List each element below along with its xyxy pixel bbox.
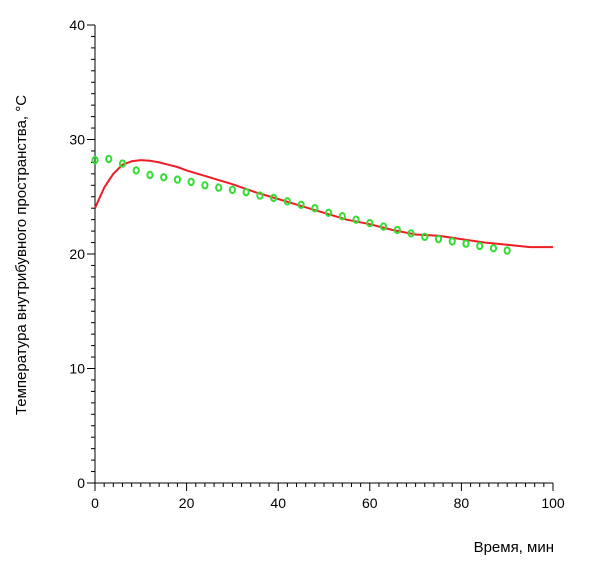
data-point <box>338 212 346 221</box>
data-point <box>421 232 429 242</box>
data-point <box>160 173 168 182</box>
data-point <box>379 222 388 231</box>
data-point <box>132 166 140 175</box>
data-point <box>407 229 415 238</box>
data-point <box>448 237 456 246</box>
y-tick-label: 10 <box>69 361 85 377</box>
data-point <box>366 218 374 228</box>
x-tick-label: 0 <box>91 495 99 511</box>
x-axis-title: Время, мин <box>474 539 554 556</box>
x-tick-label: 100 <box>541 495 565 511</box>
data-point <box>105 154 113 164</box>
data-point <box>187 177 195 187</box>
x-tick-label: 40 <box>270 495 286 511</box>
y-tick-label: 30 <box>69 132 85 148</box>
data-point <box>173 175 182 184</box>
data-point <box>242 187 250 197</box>
plot-series <box>91 154 553 255</box>
data-point <box>393 225 401 235</box>
data-point <box>146 170 154 180</box>
data-point <box>118 159 127 168</box>
y-tick-label: 40 <box>69 17 85 33</box>
data-point <box>270 193 278 203</box>
data-point <box>503 246 511 255</box>
x-axis: 0 20 40 60 80 100 <box>91 482 565 511</box>
data-point <box>434 234 443 244</box>
y-axis: 0 10 20 30 40 <box>69 17 96 491</box>
data-point <box>215 183 223 192</box>
data-point <box>256 191 264 200</box>
x-tick-label: 80 <box>454 495 470 511</box>
data-point <box>228 185 236 195</box>
y-tick-label: 0 <box>77 475 85 491</box>
data-point <box>462 239 470 248</box>
data-point <box>476 241 484 251</box>
data-point <box>489 244 498 253</box>
y-axis-title: Температура внутрибувного пространства, … <box>13 95 30 415</box>
y-tick-label: 20 <box>69 246 85 262</box>
data-point <box>324 208 333 217</box>
x-tick-label: 20 <box>179 495 195 511</box>
x-tick-label: 60 <box>362 495 378 511</box>
data-point <box>297 200 305 209</box>
data-point <box>201 181 209 190</box>
data-point <box>283 197 291 206</box>
data-point <box>352 215 360 224</box>
data-point <box>311 204 319 213</box>
data-point <box>91 155 99 165</box>
